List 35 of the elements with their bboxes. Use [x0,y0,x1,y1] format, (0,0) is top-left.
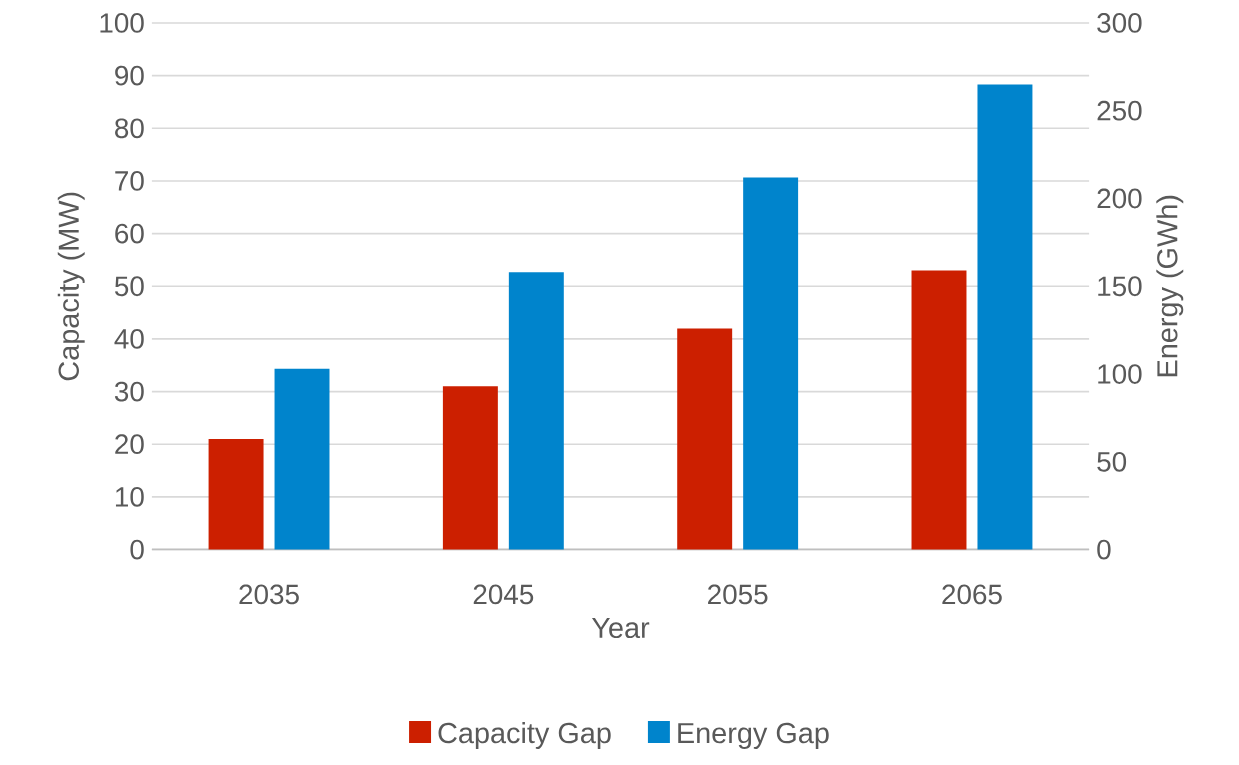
bar [442,386,498,550]
y2-tick-label: 0 [1097,539,1111,560]
bar [274,368,330,550]
y-tick-label: 70 [115,170,144,191]
y2-tick-label: 100 [1098,363,1142,384]
x-tick-label: 2065 [942,584,1002,605]
x-tick-label: 2035 [239,584,299,605]
bar [677,328,733,550]
y-tick-label: 10 [115,486,144,507]
y2-tick-label: 250 [1097,100,1142,121]
y-tick-label: 60 [115,223,144,244]
y2-tick-label: 200 [1097,188,1142,209]
bar [743,177,799,550]
bar [208,438,264,550]
y-tick-label: 100 [100,12,144,33]
y-tick-label: 30 [114,381,144,402]
y2-tick-label: 150 [1098,276,1142,296]
legend-label: Energy Gap [678,722,829,749]
y-axis-title: Capacity (MW) [57,192,85,381]
y2-tick-label: 50 [1097,451,1127,472]
bar [911,270,967,550]
y-tick-label: 80 [115,118,144,138]
y-tick-label: 40 [114,328,144,349]
x-axis-title: Year [591,617,650,638]
legend-label: Capacity Gap [438,721,611,749]
y-tick-label: 50 [114,276,144,296]
y-tick-label: 0 [130,539,144,560]
bar [977,84,1033,550]
y-tick-label: 20 [115,434,144,454]
bar [508,272,564,550]
y2-axis-title: Energy (GWh) [1156,195,1184,376]
x-tick-label: 2055 [708,584,768,605]
y2-tick-label: 300 [1097,12,1142,33]
x-tick-label: 2045 [473,584,534,605]
y-tick-label: 90 [115,65,144,86]
